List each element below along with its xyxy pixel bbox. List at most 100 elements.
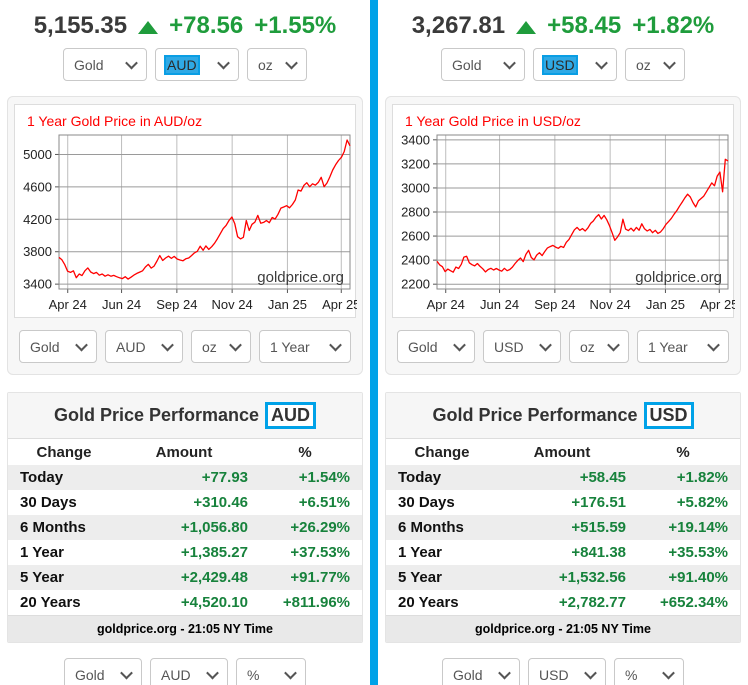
cell-amount: +1,056.80 <box>180 519 248 536</box>
chevron-down-icon <box>584 666 597 680</box>
table-title-text: Gold Price Performance <box>53 405 260 425</box>
metal-select-value: Gold <box>74 56 104 73</box>
cell-amount: +841.38 <box>571 544 626 561</box>
cell-label: 30 Days <box>398 494 455 511</box>
cell-pct: +91.40% <box>668 569 728 586</box>
performance-table-usd: Gold Price Performance USD Change Amount … <box>385 392 741 643</box>
metal-select-value: Gold <box>75 666 105 683</box>
chart-box: 1 Year Gold Price in USD/oz Apr 24 Jun 24… <box>392 104 735 318</box>
cell-pct: +91.77% <box>290 569 350 586</box>
currency-select[interactable]: AUD <box>155 48 239 81</box>
table-title: Gold Price Performance AUD <box>8 393 362 439</box>
chart-title: 1 Year Gold Price in USD/oz <box>405 113 581 129</box>
table-row: 30 Days +310.46 +6.51% <box>8 490 362 515</box>
display-mode-select-value: % <box>625 666 638 683</box>
currency-select[interactable]: USD <box>528 658 606 685</box>
chevron-down-icon <box>285 56 298 70</box>
y-tick-label: 3800 <box>23 244 52 259</box>
table-row: 30 Days +176.51 +5.82% <box>386 490 740 515</box>
y-tick-label: 2800 <box>401 205 430 220</box>
chevron-down-icon <box>453 338 466 352</box>
unit-select[interactable]: oz <box>569 330 629 363</box>
y-tick-label: 4200 <box>23 212 52 227</box>
cell-pct: +35.53% <box>668 544 728 561</box>
chart-select-row: Gold USD oz 1 Year <box>392 330 734 363</box>
quote-change-percent: +1.55% <box>254 12 337 39</box>
bottom-select-row: Gold AUD % <box>7 658 363 685</box>
column-header-amount: Amount <box>533 444 591 461</box>
cell-amount: +1,385.27 <box>180 544 248 561</box>
metal-select[interactable]: Gold <box>63 48 147 81</box>
display-mode-select-value: % <box>247 666 260 683</box>
table-row: 1 Year +841.38 +35.53% <box>386 540 740 565</box>
table-row: 20 Years +2,782.77 +652.34% <box>386 590 740 615</box>
x-tick-label: Jan 25 <box>646 297 685 312</box>
cell-label: 1 Year <box>20 544 64 561</box>
unit-select[interactable]: oz <box>247 48 307 81</box>
chevron-down-icon <box>125 56 138 70</box>
x-tick-label: Apr 24 <box>427 297 465 312</box>
metal-select-value: Gold <box>452 56 482 73</box>
chevron-down-icon <box>329 338 342 352</box>
metal-select-value: Gold <box>30 338 60 355</box>
unit-select[interactable]: oz <box>191 330 251 363</box>
column-header-change: Change <box>414 444 470 461</box>
chevron-down-icon <box>539 338 552 352</box>
cell-amount: +515.59 <box>571 519 626 536</box>
quote-header-aud: 5,155.35 +78.56 +1.55% <box>7 12 363 40</box>
table-title: Gold Price Performance USD <box>386 393 740 439</box>
table-body: Today +58.45 +1.82% 30 Days +176.51 +5.82% 6 M… <box>386 465 740 615</box>
cell-pct: +811.96% <box>282 594 350 611</box>
metal-select[interactable]: Gold <box>442 658 520 685</box>
metal-select[interactable]: Gold <box>441 48 525 81</box>
chevron-down-icon <box>161 338 174 352</box>
metal-select[interactable]: Gold <box>19 330 97 363</box>
cell-label: Today <box>398 469 442 486</box>
cell-label: Today <box>20 469 64 486</box>
chevron-down-icon <box>120 666 133 680</box>
cell-pct: +5.82% <box>676 494 728 511</box>
chart-card-usd: 1 Year Gold Price in USD/oz Apr 24 Jun 24… <box>385 96 741 375</box>
unit-select-value: oz <box>636 56 651 73</box>
currency-select-value: USD <box>494 338 524 355</box>
display-mode-select[interactable]: % <box>236 658 306 685</box>
up-triangle-icon <box>516 20 537 34</box>
period-select[interactable]: 1 Year <box>259 330 351 363</box>
x-tick-label: Nov 24 <box>212 297 253 312</box>
x-tick-label: Sep 24 <box>534 297 575 312</box>
price-chart-usd: Apr 24 Jun 24 Sep 24 Nov 24 Jan 25 Apr 25 2200… <box>401 132 735 312</box>
chevron-down-icon <box>498 666 511 680</box>
quote-select-row: Gold USD oz <box>385 48 741 81</box>
table-row: 20 Years +4,520.10 +811.96% <box>8 590 362 615</box>
currency-select[interactable]: USD <box>483 330 561 363</box>
unit-select[interactable]: oz <box>625 48 685 81</box>
x-tick-label: Sep 24 <box>156 297 197 312</box>
period-select-value: 1 Year <box>648 338 688 355</box>
x-tick-label: Jun 24 <box>480 297 519 312</box>
metal-select[interactable]: Gold <box>64 658 142 685</box>
cell-amount: +2,782.77 <box>558 594 626 611</box>
y-tick-label: 3400 <box>401 132 430 147</box>
period-select[interactable]: 1 Year <box>637 330 729 363</box>
cell-pct: +1.54% <box>298 469 350 486</box>
x-tick-label: Jun 24 <box>102 297 141 312</box>
quote-change: +58.45 <box>547 12 622 39</box>
watermark-text: goldprice.org <box>635 269 722 286</box>
cell-amount: +1,532.56 <box>558 569 626 586</box>
chart-box: 1 Year Gold Price in AUD/oz Apr 24 Jun 24… <box>14 104 357 318</box>
y-tick-label: 3200 <box>401 156 430 171</box>
cell-pct: +19.14% <box>668 519 728 536</box>
table-footer: goldprice.org - 21:05 NY Time <box>8 615 362 642</box>
currency-select[interactable]: AUD <box>105 330 183 363</box>
display-mode-select[interactable]: % <box>614 658 684 685</box>
chevron-down-icon <box>607 338 620 352</box>
metal-select[interactable]: Gold <box>397 330 475 363</box>
currency-select[interactable]: USD <box>533 48 617 81</box>
chevron-down-icon <box>663 56 676 70</box>
cell-pct: +37.53% <box>290 544 350 561</box>
cell-label: 5 Year <box>20 569 64 586</box>
chart-select-row: Gold AUD oz 1 Year <box>14 330 356 363</box>
table-row: 6 Months +515.59 +19.14% <box>386 515 740 540</box>
currency-select[interactable]: AUD <box>150 658 228 685</box>
